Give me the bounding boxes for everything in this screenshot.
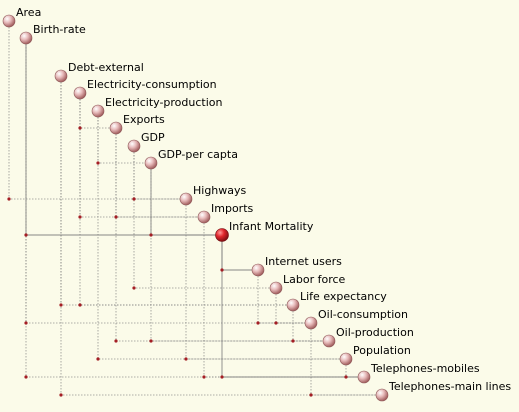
node-ball[interactable]	[19, 31, 33, 45]
connection-dot	[256, 321, 260, 325]
connection-dot	[291, 339, 295, 343]
node-ball[interactable]	[339, 352, 353, 366]
variable-node-gdp-per-capta[interactable]: GDP-per capta	[144, 148, 238, 170]
variable-label: Highways	[193, 184, 247, 197]
connection-dot	[78, 303, 82, 307]
connection-dot	[149, 339, 153, 343]
variable-node-highways[interactable]: Highways	[179, 184, 247, 206]
connection-dot	[78, 215, 82, 219]
connection-dot	[309, 393, 313, 397]
variable-node-gdp[interactable]: GDP	[127, 131, 165, 153]
connection-dot	[220, 375, 224, 379]
connection-dot	[184, 357, 188, 361]
variable-label: Life expectancy	[300, 290, 387, 303]
node-ball[interactable]	[286, 298, 300, 312]
node-ball[interactable]	[127, 139, 141, 153]
variable-label: Labor force	[283, 273, 346, 286]
connection-line	[275, 288, 311, 324]
node-ball[interactable]	[269, 281, 283, 295]
variable-label: Area	[16, 6, 41, 19]
variable-node-area[interactable]: Area	[2, 6, 41, 28]
variable-label: Internet users	[265, 255, 342, 268]
variable-label: GDP	[141, 131, 165, 144]
variable-label: GDP-per capta	[158, 148, 238, 161]
connection-dot	[24, 375, 28, 379]
connection-dot	[274, 321, 278, 325]
variable-node-oil-production[interactable]: Oil-production	[322, 326, 414, 348]
node-ball[interactable]	[109, 121, 123, 135]
variable-label: Infant Mortality	[229, 220, 314, 233]
variable-label: Exports	[123, 113, 165, 126]
connection-dot	[220, 268, 224, 272]
variable-node-population[interactable]: Population	[339, 344, 411, 366]
node-ball[interactable]	[144, 156, 158, 170]
variable-node-debt-external[interactable]: Debt-external	[54, 61, 144, 83]
variable-node-telephones-main-lines[interactable]: Telephones-main lines	[375, 380, 511, 402]
variable-label: Imports	[211, 202, 254, 215]
node-ball[interactable]	[179, 192, 193, 206]
variable-nodes: Area Birth-rate Debt-external Electricity-c…	[2, 6, 511, 402]
node-ball[interactable]	[73, 86, 87, 100]
variable-node-oil-consumption[interactable]: Oil-consumption	[304, 308, 408, 330]
connection-dot	[202, 375, 206, 379]
variable-label: Electricity-consumption	[87, 78, 217, 91]
variable-node-labor-force[interactable]: Labor force	[269, 273, 346, 295]
connection-dot	[132, 286, 136, 290]
connection-line	[115, 128, 204, 218]
variable-node-imports[interactable]: Imports	[197, 202, 254, 224]
node-ball[interactable]	[304, 316, 318, 330]
connection-dot	[7, 197, 11, 201]
node-ball[interactable]	[375, 388, 389, 402]
variable-node-birth-rate[interactable]: Birth-rate	[19, 23, 86, 45]
connection-dot	[344, 375, 348, 379]
node-ball[interactable]	[322, 334, 336, 348]
connection-dot	[59, 393, 63, 397]
variable-label: Oil-production	[336, 326, 414, 339]
node-ball[interactable]	[2, 14, 16, 28]
connection-dot	[59, 303, 63, 307]
node-ball[interactable]	[54, 69, 68, 83]
connection-dot	[149, 233, 153, 237]
variable-label: Electricity-production	[105, 96, 223, 109]
variable-label: Birth-rate	[33, 23, 86, 36]
variable-node-electricity-consumption[interactable]: Electricity-consumption	[73, 78, 217, 100]
node-ball[interactable]	[251, 263, 265, 277]
variable-node-infant-mortality[interactable]: Infant Mortality	[215, 220, 314, 242]
connection-dot	[24, 233, 28, 237]
connection-dot	[24, 321, 28, 325]
connection-line	[133, 146, 186, 200]
variable-node-internet-users[interactable]: Internet users	[251, 255, 342, 277]
connection-dot	[96, 161, 100, 165]
variable-label: Population	[353, 344, 411, 357]
variable-label: Oil-consumption	[318, 308, 408, 321]
variable-label: Telephones-mobiles	[370, 362, 480, 375]
variable-label: Telephones-main lines	[388, 380, 511, 393]
variable-node-telephones-mobiles[interactable]: Telephones-mobiles	[357, 362, 480, 384]
node-ball[interactable]	[357, 370, 371, 384]
selected-node-ball[interactable]	[215, 228, 229, 242]
node-ball[interactable]	[197, 210, 211, 224]
connection-dot	[96, 357, 100, 361]
node-ball[interactable]	[91, 104, 105, 118]
variable-node-life-expectancy[interactable]: Life expectancy	[286, 290, 387, 312]
connection-line	[221, 235, 258, 271]
connection-dot	[132, 197, 136, 201]
variable-label: Debt-external	[68, 61, 144, 74]
variable-node-electricity-production[interactable]: Electricity-production	[91, 96, 223, 118]
variable-node-exports[interactable]: Exports	[109, 113, 165, 135]
connection-dot	[78, 126, 82, 130]
connection-dot	[114, 215, 118, 219]
connection-dot	[114, 339, 118, 343]
